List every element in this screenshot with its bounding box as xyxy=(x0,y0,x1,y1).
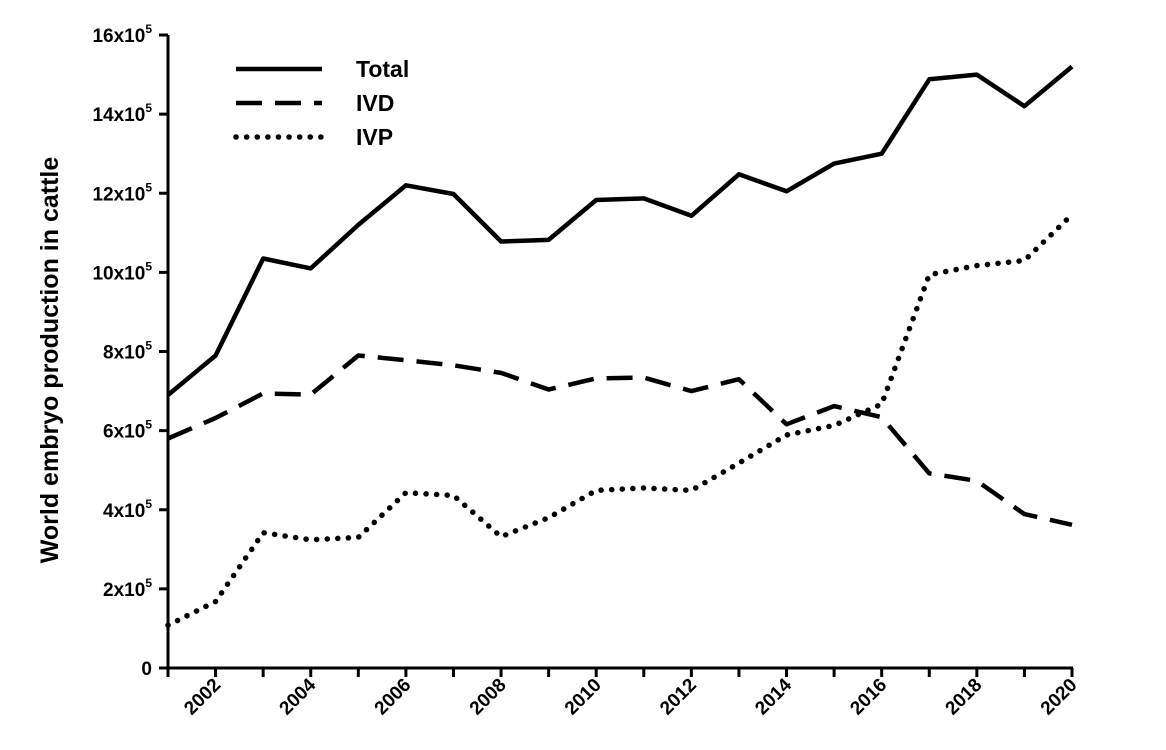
y-tick-label: 0 xyxy=(141,659,152,680)
axes xyxy=(166,35,1073,670)
series-group xyxy=(165,64,1075,629)
x-tick-label: 2012 xyxy=(656,675,701,720)
x-axis-ticks: 2002 2004 2006 2008 2010 2012 2014 2016 2018 2020 xyxy=(166,668,1082,720)
x-tick-label: 2020 xyxy=(1037,675,1082,720)
y-tick-label: 16x105 xyxy=(92,22,152,47)
x-tick-label: 2002 xyxy=(180,675,225,720)
y-tick-label: 10x105 xyxy=(92,259,152,284)
legend: Total IVD IVP xyxy=(233,56,409,150)
x-tick-label: 2010 xyxy=(561,675,606,720)
y-tick-label: 12x105 xyxy=(92,180,152,205)
x-tick-label: 2016 xyxy=(846,675,891,720)
x-tick-label: 2008 xyxy=(466,675,511,720)
x-tick-label: 2004 xyxy=(276,674,321,719)
series-line-total xyxy=(166,64,1074,397)
y-tick-label: 4x105 xyxy=(103,497,152,522)
legend-label-ivp: IVP xyxy=(356,124,393,150)
legend-label-total: Total xyxy=(356,56,409,82)
y-tick-label: 6x105 xyxy=(103,418,152,443)
y-axis-ticks: 0 2x105 4x105 6x105 8x105 10x105 12x105 14x105 1… xyxy=(92,22,168,680)
series-line-ivd xyxy=(167,353,1073,527)
series-line-ivp xyxy=(165,211,1075,629)
x-tick-label: 2014 xyxy=(751,674,796,719)
y-tick-label: 14x105 xyxy=(92,101,152,126)
y-axis-label: World embryo production in cattle xyxy=(36,157,64,564)
y-tick-label: 2x105 xyxy=(103,576,152,601)
x-tick-label: 2018 xyxy=(942,675,987,720)
y-tick-label: 8x105 xyxy=(103,339,152,364)
x-tick-label: 2006 xyxy=(371,675,416,720)
legend-label-ivd: IVD xyxy=(356,90,394,116)
